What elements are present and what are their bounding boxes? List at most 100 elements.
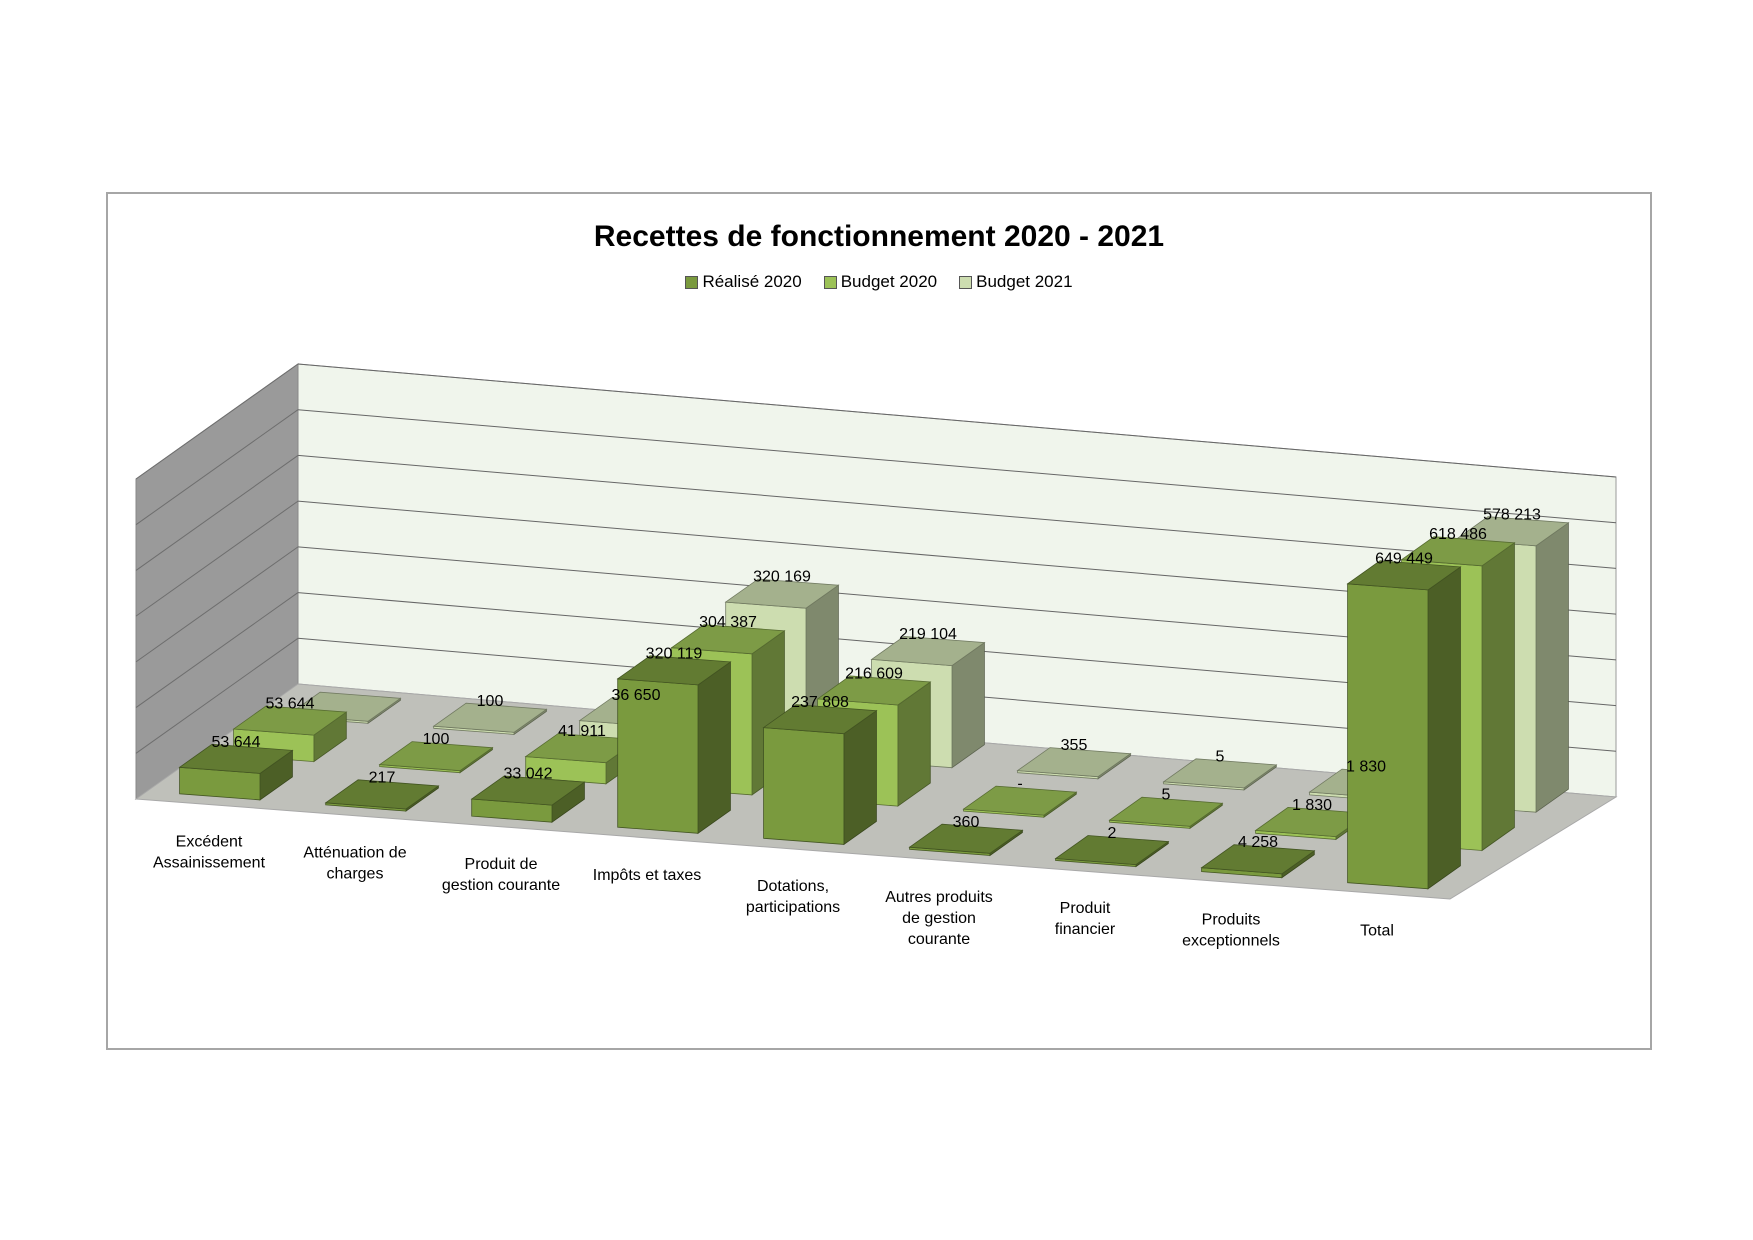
bar-top	[616, 655, 732, 686]
category-label-line: Produits	[1202, 911, 1261, 928]
category-label: Produit financier	[1055, 900, 1116, 938]
category-label-line: Produit de	[465, 856, 538, 873]
data-label: 100	[423, 731, 450, 748]
data-label: 53 644	[266, 696, 315, 713]
data-label: 578 213	[1483, 506, 1541, 523]
category-label-line: participations	[746, 899, 840, 916]
bar-top	[908, 823, 1024, 854]
bar	[1016, 747, 1132, 780]
category-label-line: de gestion	[902, 910, 976, 927]
bar	[1108, 796, 1224, 830]
bar	[1054, 835, 1170, 868]
category-label-line: exceptionnels	[1182, 932, 1280, 949]
data-label: 237 808	[791, 694, 849, 711]
legend: Réalisé 2020 Budget 2020 Budget 2021	[108, 272, 1650, 292]
data-label: 36 650	[612, 687, 661, 704]
legend-label-realise-2020: Réalisé 2020	[702, 272, 802, 291]
bar-top	[232, 705, 348, 736]
bar-top	[178, 743, 294, 774]
gridline-side	[135, 637, 299, 754]
bar-side	[697, 661, 731, 835]
legend-item-budget-2020: Budget 2020	[823, 272, 938, 292]
bar	[1162, 758, 1278, 791]
bar	[1346, 560, 1462, 890]
bar	[908, 823, 1024, 857]
bar	[378, 741, 494, 774]
data-label: 304 387	[699, 614, 757, 631]
category-label-line: Dotations,	[757, 878, 829, 895]
data-label: 100	[477, 693, 504, 710]
bar-top	[962, 785, 1078, 816]
data-label: 53 644	[212, 734, 261, 751]
bar-top	[1108, 796, 1224, 827]
data-label: 320 169	[753, 569, 811, 586]
chart-plot: 53 644 217 33 042 320 119 237 808 360 2 4 258 64…	[134, 363, 1618, 949]
data-label: 1 830	[1346, 759, 1386, 776]
data-label: 5	[1162, 787, 1171, 804]
data-label: 2	[1108, 825, 1117, 842]
data-label: 216 609	[845, 666, 903, 683]
bar	[616, 655, 732, 835]
bar-top	[762, 704, 878, 735]
bar-side	[843, 709, 877, 846]
bar-top	[378, 741, 494, 772]
gridline-back	[297, 409, 1617, 524]
category-label-line: Excédent	[176, 834, 243, 851]
legend-swatch-budget-2021	[959, 275, 973, 289]
bar-top	[724, 578, 840, 609]
category-label-line: courante	[908, 931, 970, 948]
data-label: 219 104	[899, 626, 957, 643]
data-label: 5	[1216, 748, 1225, 765]
data-label: 4 258	[1238, 834, 1278, 851]
bar-top	[1016, 747, 1132, 778]
category-label-line: Assainissement	[153, 855, 266, 872]
legend-label-budget-2020: Budget 2020	[840, 272, 938, 291]
category-label-line: charges	[327, 866, 384, 883]
bar-side	[1535, 522, 1569, 813]
gridline-side	[135, 455, 299, 571]
category-label: Produits exceptionnels	[1182, 911, 1280, 949]
data-label: 320 119	[646, 645, 703, 662]
category-label-line: Impôts et taxes	[593, 867, 702, 884]
data-label: 1 830	[1292, 797, 1332, 814]
category-label-line: Produit	[1060, 900, 1111, 917]
bar-side	[1481, 542, 1515, 852]
category-label-line: Atténuation de	[303, 845, 406, 862]
bar	[470, 775, 586, 823]
bar-top	[1054, 835, 1170, 866]
gridline-side	[135, 409, 299, 526]
bar	[1200, 844, 1316, 879]
category-label: Autres produits de gestion courante	[885, 889, 993, 948]
data-label: 360	[953, 814, 980, 831]
chart-title: Recettes de fonctionnement 2020 - 2021	[593, 220, 1165, 253]
bar-top	[1162, 758, 1278, 789]
legend-label-budget-2021: Budget 2021	[976, 272, 1073, 291]
bar-top	[816, 675, 932, 706]
bar	[178, 743, 294, 801]
gridline-side	[135, 500, 299, 617]
data-label: 217	[369, 769, 396, 786]
category-label: Impôts et taxes	[593, 867, 702, 884]
data-label: 355	[1061, 737, 1088, 754]
legend-item-budget-2021: Budget 2021	[959, 272, 1073, 292]
bar-front	[1347, 583, 1429, 890]
legend-item-realise-2020: Réalisé 2020	[685, 272, 802, 292]
gridline-back	[297, 363, 1617, 478]
bar	[762, 704, 878, 846]
category-label: Atténuation de charges	[303, 845, 406, 883]
bar-side	[1427, 566, 1461, 890]
category-label-line: Autres produits	[885, 889, 993, 906]
gridline-side	[135, 592, 299, 708]
category-label: Dotations, participations	[746, 878, 840, 916]
chart-frame: 53 644 217 33 042 320 119 237 808 360 2 4 258 64…	[106, 192, 1652, 1050]
data-label: 33 042	[504, 766, 553, 783]
category-label: Total	[1360, 922, 1394, 939]
category-label: Excédent Assainissement	[153, 834, 266, 872]
category-label: Produit de gestion courante	[442, 856, 560, 894]
data-label: -	[1017, 776, 1022, 793]
gridline-side	[135, 546, 299, 663]
bar	[962, 785, 1078, 818]
gridline-back	[297, 454, 1617, 569]
bar-top	[1346, 560, 1462, 591]
data-label: 649 449	[1375, 550, 1433, 567]
